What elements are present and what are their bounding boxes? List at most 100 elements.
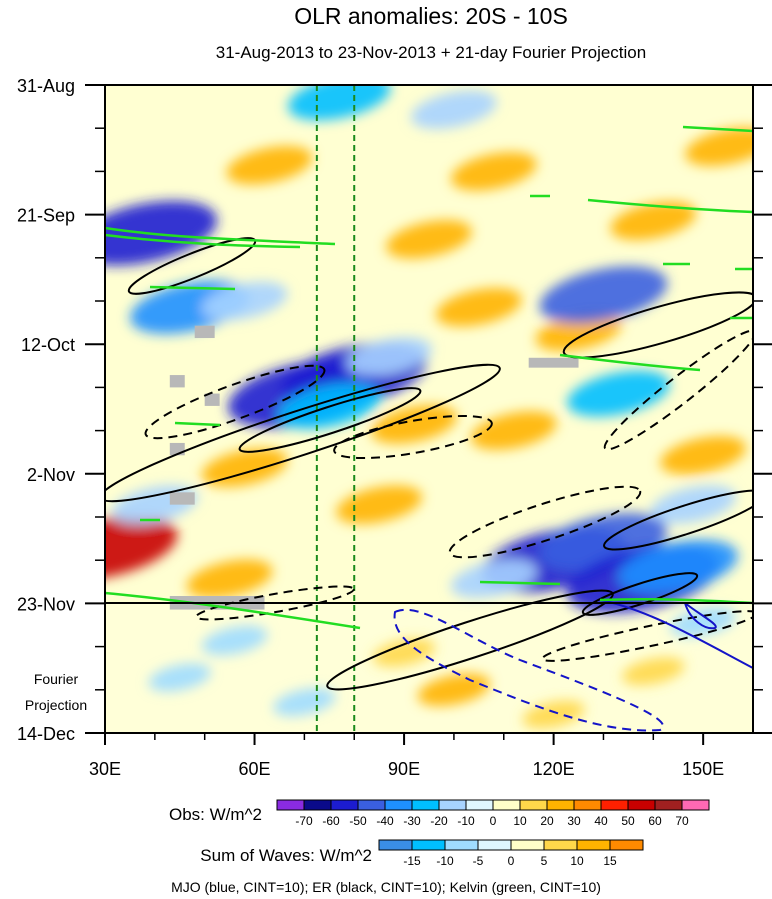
reference-lines [315, 85, 356, 733]
missing-data-patch [528, 357, 579, 368]
colorbar-label: 5 [541, 854, 548, 868]
anomaly-blob [650, 485, 737, 524]
colorbar-label: 70 [675, 814, 689, 828]
anomaly-blob [450, 559, 537, 598]
kelvin-contour [587, 198, 753, 214]
colorbar-label: 15 [603, 854, 617, 868]
colorbar-swatch [654, 799, 683, 811]
colorbar-label: 30 [567, 814, 581, 828]
colorbar-swatch [276, 799, 305, 811]
anomaly-blob [660, 436, 747, 475]
contour-footnote: MJO (blue, CINT=10); ER (black, CINT=10)… [171, 879, 601, 895]
colorbar-swatch [510, 839, 545, 851]
colorbar-label: 40 [594, 814, 608, 828]
kelvin-contours [105, 125, 753, 630]
x-tick-label: 120E [533, 759, 575, 779]
anomaly-blob [371, 405, 457, 444]
er-contour [326, 589, 614, 691]
colorbar-label: -40 [376, 814, 394, 828]
colorbar-swatch [384, 799, 413, 811]
missing-data-patch [194, 325, 215, 339]
colorbar-swatch [576, 839, 611, 851]
colorbar-swatch [492, 799, 521, 811]
colorbar-swatch [465, 799, 494, 811]
colorbar-swatch [573, 799, 602, 811]
colorbar-swatch [411, 799, 440, 811]
kelvin-contour [149, 285, 236, 291]
y-tick-label: 2-Nov [27, 465, 75, 485]
kelvin-contour [105, 233, 301, 249]
colorbar-swatch [357, 799, 386, 811]
anomaly-blob [346, 337, 433, 376]
anomaly-blob [386, 220, 472, 259]
anomaly-blob [670, 607, 736, 637]
anomaly-blob [470, 411, 557, 450]
x-tick-label: 60E [239, 759, 271, 779]
colorbar-swatch [600, 799, 629, 811]
anomaly-blob [201, 448, 288, 487]
anomaly-blob [535, 312, 622, 352]
colorbar-label: 10 [570, 854, 584, 868]
anomaly-blob [148, 663, 211, 692]
x-tick-label: 150E [682, 759, 724, 779]
kelvin-contour [559, 353, 701, 372]
colorbar-label: -15 [403, 854, 421, 868]
y-tick-label: 23-Nov [17, 594, 75, 614]
er-contour-negative [448, 485, 642, 559]
er-contour-negative [144, 364, 326, 440]
er-contour-negative [541, 610, 753, 662]
missing-data-patch [169, 375, 185, 388]
colorbar-swatch [411, 839, 446, 851]
y-tick-label: 12-Oct [21, 335, 75, 355]
waves-colorbar: -15 -10 -5 0 5 10 15 [378, 839, 644, 868]
kelvin-contour [479, 580, 561, 586]
anomaly-blob [567, 370, 670, 417]
colorbar-label: 50 [621, 814, 635, 828]
missing-data-patch [169, 492, 195, 505]
chart-subtitle: 31-Aug-2013 to 23-Nov-2013 + 21-day Four… [216, 43, 646, 62]
anomaly-blob [685, 127, 753, 166]
colorbar-swatch [519, 799, 548, 811]
projection-label-line1: Fourier [34, 671, 79, 687]
colorbar-label: -5 [473, 854, 484, 868]
colorbar-swatch [330, 799, 359, 811]
mjo-contour [684, 602, 717, 630]
obs-legend-title: Obs: W/m^2 [169, 805, 262, 824]
colorbar-swatch [543, 839, 578, 851]
projection-label-line2: Projection [25, 697, 87, 713]
x-tick-label: 30E [89, 759, 121, 779]
colorbar-swatch [609, 839, 644, 851]
colorbar-swatch [681, 799, 710, 811]
anomaly-blob [411, 90, 497, 129]
anomaly-blob [618, 539, 738, 594]
anomaly-blob [226, 146, 313, 185]
colorbar-swatch [444, 839, 479, 851]
colorbar-label: -10 [457, 814, 475, 828]
y-tick-label: 14-Dec [17, 724, 75, 744]
anomaly-blob [273, 688, 336, 717]
colorbar-label: 60 [648, 814, 662, 828]
anomaly-blob [539, 266, 668, 324]
colorbar-label: -30 [403, 814, 421, 828]
obs-colorbar: -70 -60 -50 -40 -30 -20 -10 0 10 20 30 40 50 60 70 [276, 799, 710, 828]
er-contour-negative [195, 585, 355, 621]
waves-legend-title: Sum of Waves: W/m^2 [200, 846, 372, 865]
colorbar-swatch [303, 799, 332, 811]
y-tick-label: 21-Sep [17, 206, 75, 226]
colorbar-label: -60 [322, 814, 340, 828]
kelvin-contour [105, 591, 361, 630]
colorbar-swatch [627, 799, 656, 811]
mjo-contour-negative [393, 608, 664, 732]
anomaly-blob [186, 559, 273, 598]
colorbar-swatch [378, 839, 413, 851]
colorbar-label: 20 [540, 814, 554, 828]
colorbar-label: -10 [436, 854, 454, 868]
colorbar-swatch [546, 799, 575, 811]
anomaly-blob [201, 281, 288, 321]
colorbar-label: -50 [349, 814, 367, 828]
plot-frame [104, 84, 754, 734]
chart-title: OLR anomalies: 20S - 10S [294, 3, 568, 29]
er-contour [562, 291, 753, 359]
colorbar-swatch [438, 799, 467, 811]
